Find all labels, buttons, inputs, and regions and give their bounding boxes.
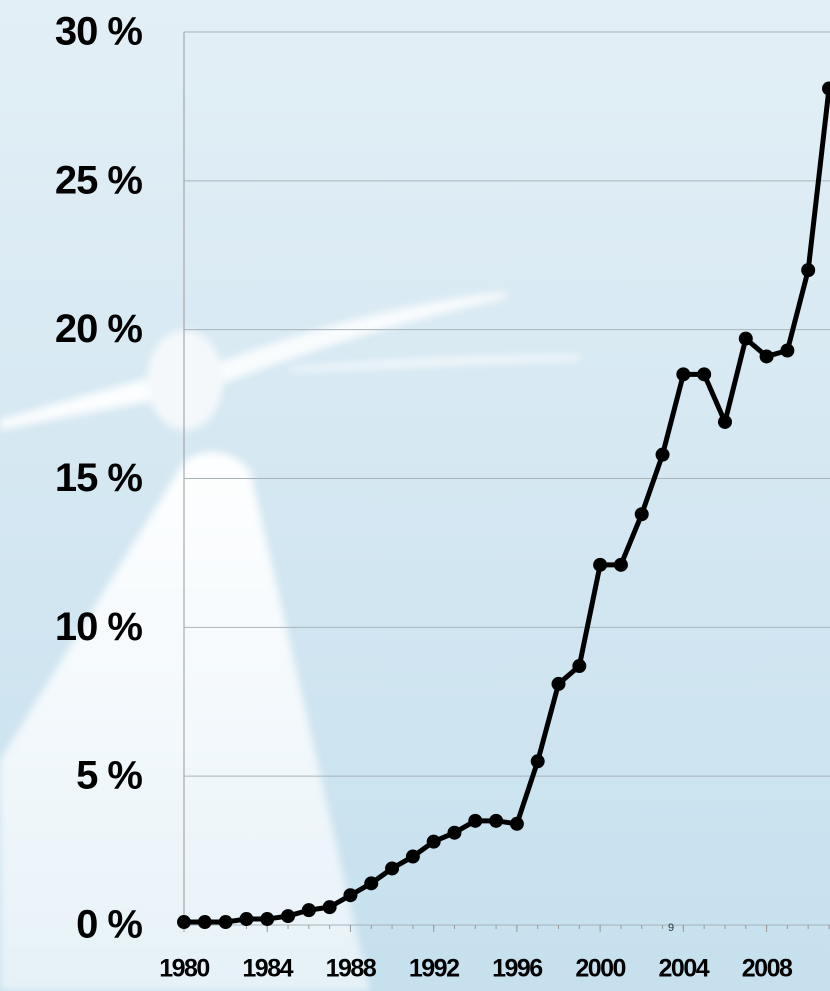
data-point [281,909,296,924]
x-tick-label: 1992 [409,955,459,983]
annotation: 9 [668,922,674,934]
data-point [697,367,712,382]
data-point [676,367,691,382]
data-point [801,263,816,278]
x-tick-label: 2008 [742,955,793,983]
data-point [822,81,830,96]
x-tick-label: 1984 [242,955,293,983]
data-point [759,349,774,364]
data-point [405,849,420,864]
x-tick-label: 1996 [492,955,542,983]
x-tick-label: 1980 [159,955,209,983]
data-point [551,676,566,691]
x-tick-label: 2000 [575,955,625,983]
data-point [218,915,233,930]
data-point [780,343,795,358]
y-tick-label: 30 % [55,10,143,54]
x-tick-label: 2004 [659,955,710,983]
data-point [572,659,587,674]
y-tick-label: 0 % [76,903,142,947]
data-point [655,447,670,462]
data-point [530,754,545,769]
data-point [301,903,316,918]
data-point [613,557,628,572]
y-tick-label: 25 % [55,158,143,202]
data-point [634,507,649,522]
y-tick-label: 5 % [76,754,142,798]
data-point [322,900,337,915]
data-point [738,331,753,346]
y-tick-label: 10 % [55,605,143,649]
data-point [593,557,608,572]
data-point [343,888,358,903]
data-point [364,876,379,891]
data-point [385,861,400,876]
y-tick-label: 15 % [55,456,143,500]
data-point [426,834,441,849]
data-point [717,414,732,429]
data-point [177,915,191,930]
data-point [239,912,254,927]
data-point [197,915,212,930]
x-tick-label: 1988 [326,955,377,983]
data-point [509,816,524,831]
data-point [468,813,483,828]
data-point [447,825,462,840]
y-tick-label: 20 % [55,307,143,351]
wind-turbine [0,292,580,991]
data-point [260,912,275,927]
data-point [489,813,504,828]
